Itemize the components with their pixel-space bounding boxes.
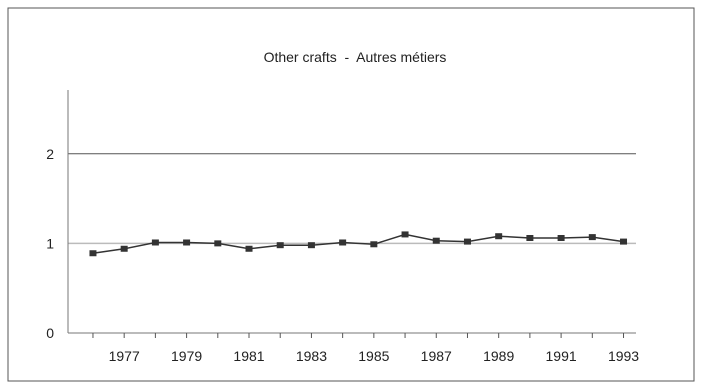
data-point-0-9 <box>370 241 378 248</box>
x-tick-label-4: 1985 <box>358 348 389 364</box>
axis-layer: 0 1 2 1977 1979 1981 1983 1985 1987 1989 1991 1993 <box>46 90 639 364</box>
x-tick-label-0: 1977 <box>109 348 140 364</box>
data-point-0-1 <box>120 245 128 252</box>
x-tick-label-5: 1987 <box>421 348 452 364</box>
x-tick-label-2: 1981 <box>233 348 264 364</box>
data-point-0-4 <box>214 240 222 247</box>
chart-border <box>7 7 695 382</box>
data-point-0-15 <box>557 235 565 242</box>
data-point-0-11 <box>432 237 440 244</box>
y-tick-label-1: 1 <box>46 235 54 251</box>
x-tick-label-7: 1991 <box>546 348 577 364</box>
series-layer <box>89 231 628 257</box>
data-point-0-14 <box>526 235 534 242</box>
data-point-0-13 <box>495 233 503 240</box>
data-point-0-5 <box>245 245 253 252</box>
data-point-0-16 <box>588 234 596 241</box>
data-point-0-8 <box>339 239 347 246</box>
x-tick-label-6: 1989 <box>483 348 514 364</box>
data-point-0-7 <box>307 242 315 249</box>
x-tick-label-1: 1979 <box>171 348 202 364</box>
data-point-0-6 <box>276 242 284 249</box>
data-point-0-2 <box>151 239 159 246</box>
data-point-0-0 <box>89 250 97 257</box>
data-point-0-10 <box>401 231 409 238</box>
y-tick-label-0: 0 <box>46 325 54 341</box>
x-tick-label-3: 1983 <box>296 348 327 364</box>
chart-title: Other crafts - Autres métiers <box>264 49 447 65</box>
series-line-0 <box>92 233 624 254</box>
grid-layer <box>68 153 636 245</box>
data-point-0-12 <box>463 238 471 245</box>
data-point-0-17 <box>620 238 628 245</box>
x-tick-label-8: 1993 <box>608 348 639 364</box>
data-point-0-3 <box>183 239 191 246</box>
y-tick-label-2: 2 <box>46 146 54 162</box>
